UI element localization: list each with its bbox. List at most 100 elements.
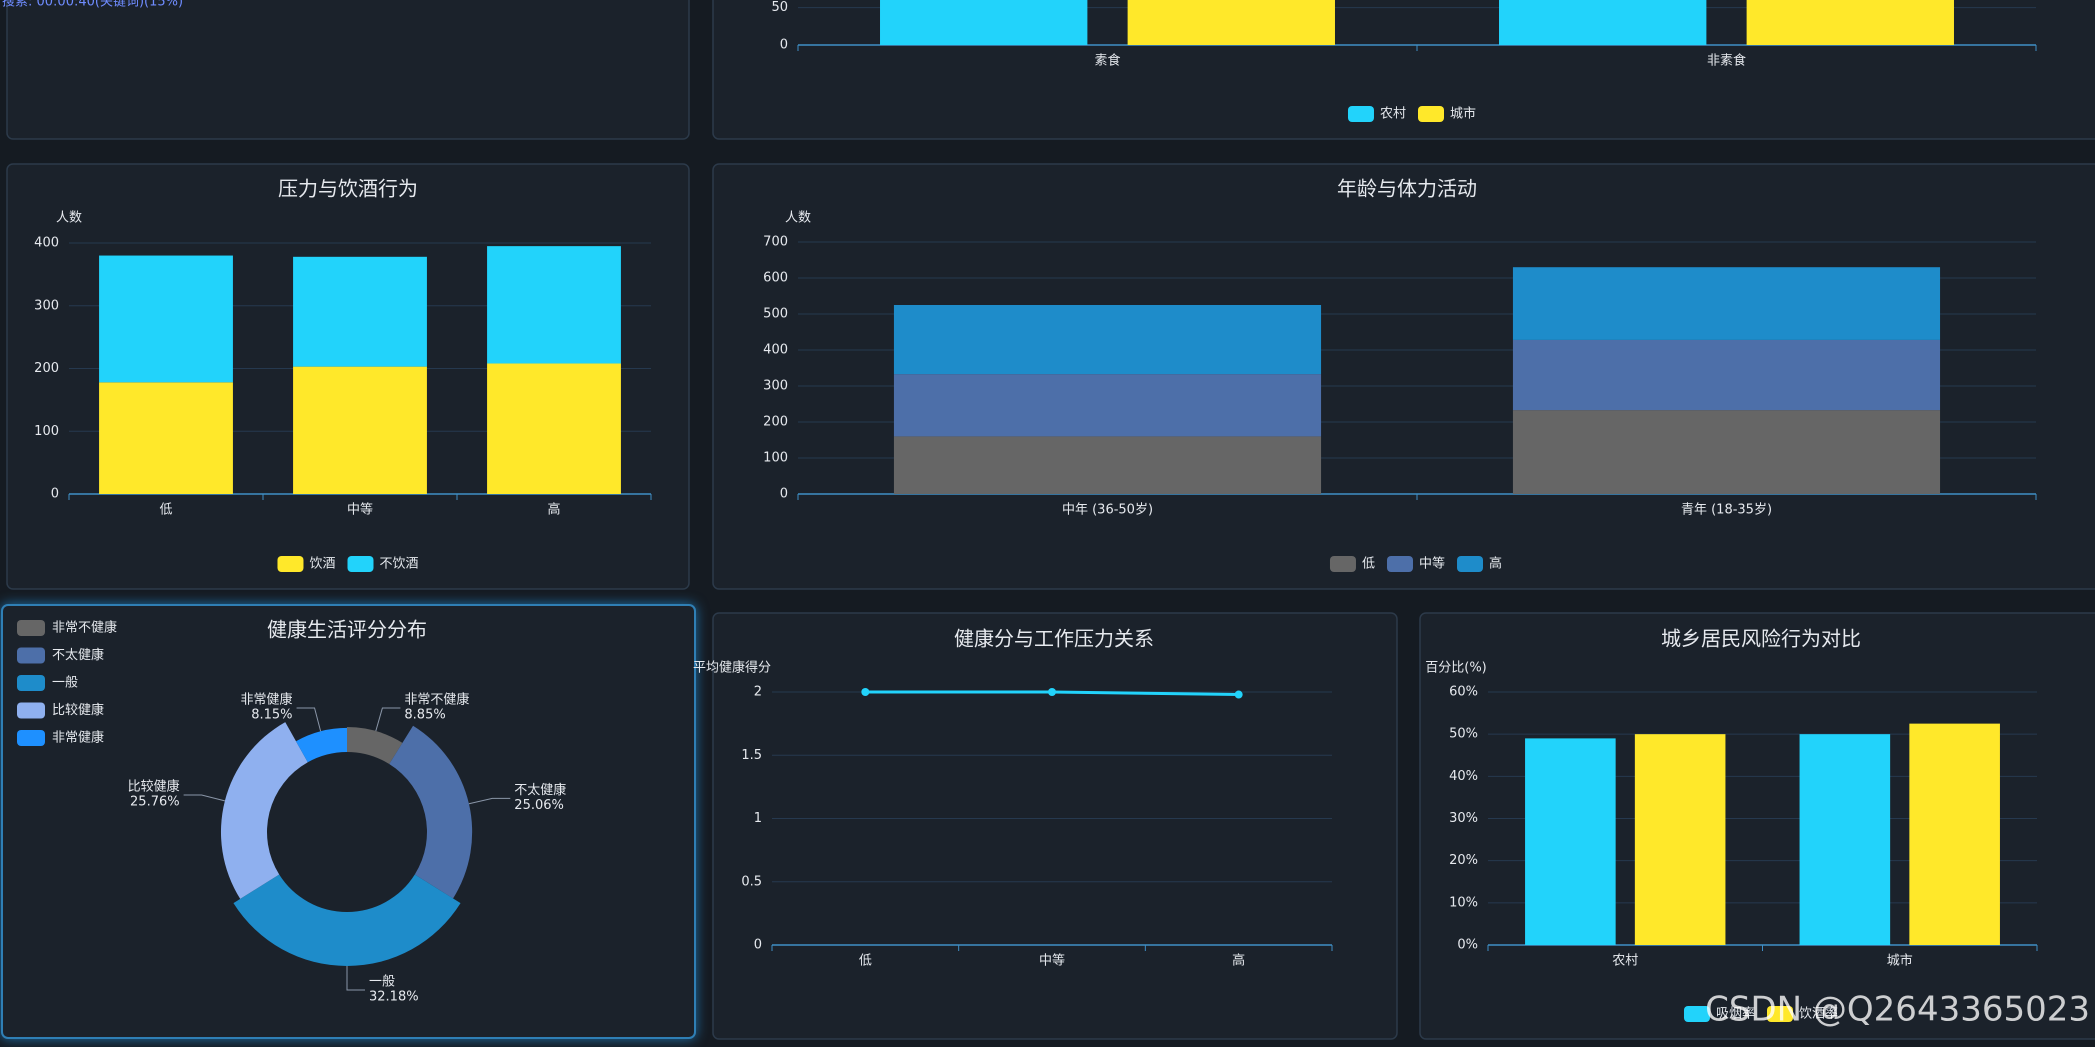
y-tick-label: 10% bbox=[1449, 895, 1478, 910]
slice-value: 32.18% bbox=[369, 990, 419, 1005]
leader-line bbox=[296, 707, 322, 732]
chart-title: 年龄与体力活动 bbox=[1337, 177, 1477, 201]
line-point bbox=[1234, 690, 1243, 699]
bar bbox=[1525, 738, 1616, 945]
bar-segment bbox=[1512, 267, 1941, 340]
status-text: 搜索: 00:00:40(关键词)(15%) bbox=[2, 0, 183, 10]
slice-value: 8.15% bbox=[251, 708, 292, 723]
bar-segment bbox=[893, 374, 1322, 437]
y-tick-label: 0 bbox=[754, 938, 762, 953]
pie-slice bbox=[220, 722, 308, 899]
legend-label: 农村 bbox=[1380, 107, 1406, 122]
legend-swatch bbox=[1329, 556, 1356, 572]
bar bbox=[1634, 734, 1726, 945]
pie-slice bbox=[233, 874, 461, 967]
x-tick-label: 高 bbox=[1232, 953, 1245, 969]
slice-label: 一般 bbox=[369, 974, 395, 990]
legend-label: 比较健康 bbox=[52, 702, 104, 718]
line-point bbox=[861, 688, 870, 696]
legend-swatch bbox=[1386, 556, 1413, 572]
x-tick-label: 素食 bbox=[1094, 53, 1120, 69]
y-tick-label: 700 bbox=[763, 235, 788, 250]
x-tick-label: 非素食 bbox=[1707, 53, 1746, 69]
bar bbox=[1909, 723, 2000, 945]
x-tick-label: 青年 (18-35岁) bbox=[1681, 503, 1772, 518]
y-tick-label: 0% bbox=[1457, 938, 1478, 953]
legend-label: 城市 bbox=[1450, 106, 1476, 122]
y-tick-label: 500 bbox=[763, 307, 788, 322]
legend-label: 饮酒 bbox=[309, 557, 335, 572]
legend-swatch bbox=[17, 620, 45, 636]
y-tick-label: 600 bbox=[763, 271, 788, 286]
legend-swatch bbox=[1683, 1006, 1710, 1022]
x-tick-label: 低 bbox=[159, 503, 172, 518]
bar-segment bbox=[99, 255, 233, 383]
x-tick-label: 中年 (36-50岁) bbox=[1062, 503, 1153, 518]
pie-slice bbox=[389, 725, 473, 899]
bar bbox=[880, 0, 1088, 45]
y-tick-label: 30% bbox=[1449, 811, 1478, 826]
chart-title: 健康分与工作压力关系 bbox=[954, 627, 1154, 651]
y-axis-title: 人数 bbox=[785, 211, 811, 226]
y-tick-label: 0 bbox=[780, 487, 788, 502]
bar-segment bbox=[293, 256, 427, 367]
bar-segment bbox=[293, 366, 427, 494]
slice-value: 8.85% bbox=[404, 707, 445, 722]
slice-value: 25.06% bbox=[514, 798, 564, 813]
panel bbox=[1, 604, 696, 1039]
x-tick-label: 中等 bbox=[1039, 953, 1065, 969]
y-tick-label: 300 bbox=[34, 298, 59, 313]
y-tick-label: 200 bbox=[763, 415, 788, 430]
legend-swatch bbox=[17, 730, 45, 746]
bar-segment bbox=[1512, 410, 1941, 494]
watermark: CSDN @Q2643365023 bbox=[1705, 990, 2090, 1030]
y-tick-label: 300 bbox=[763, 379, 788, 394]
y-tick-label: 50 bbox=[771, 0, 788, 15]
line-point bbox=[1048, 688, 1056, 696]
bar bbox=[1499, 0, 1707, 45]
legend-label: 不饮酒 bbox=[380, 557, 419, 572]
x-tick-label: 高 bbox=[547, 502, 560, 518]
x-tick-label: 城市 bbox=[1887, 953, 1913, 969]
slice-label: 非常不健康 bbox=[404, 691, 469, 707]
legend-swatch bbox=[1767, 1006, 1793, 1022]
panel bbox=[6, 0, 690, 140]
bar-segment bbox=[893, 305, 1322, 375]
pie-slice bbox=[295, 727, 347, 763]
leader-line bbox=[346, 966, 365, 991]
legend-swatch bbox=[17, 647, 45, 664]
y-axis-title: 平均健康得分 bbox=[693, 660, 771, 676]
y-tick-label: 50% bbox=[1449, 727, 1478, 742]
y-tick-label: 1 bbox=[754, 811, 762, 826]
legend-label: 中等 bbox=[1419, 556, 1445, 572]
slice-label: 不太健康 bbox=[514, 782, 566, 798]
leader-line bbox=[468, 797, 511, 805]
legend-swatch bbox=[1457, 556, 1484, 572]
x-tick-label: 中等 bbox=[347, 502, 373, 518]
legend-swatch bbox=[17, 702, 45, 719]
pie-slice bbox=[347, 726, 403, 765]
y-tick-label: 40% bbox=[1449, 769, 1478, 784]
legend-label: 不太健康 bbox=[52, 647, 104, 663]
legend-swatch bbox=[17, 675, 45, 691]
y-tick-label: 60% bbox=[1449, 685, 1478, 700]
legend-label: 吸烟率 bbox=[1716, 1006, 1755, 1022]
leader-line bbox=[183, 794, 226, 802]
y-tick-label: 100 bbox=[34, 424, 59, 439]
slice-label: 比较健康 bbox=[128, 778, 180, 794]
leader-line bbox=[375, 707, 401, 732]
x-tick-label: 低 bbox=[859, 954, 872, 969]
bar-segment bbox=[99, 382, 233, 494]
legend-swatch bbox=[277, 556, 304, 572]
bar-segment bbox=[487, 363, 621, 494]
y-tick-label: 400 bbox=[763, 343, 788, 358]
legend-swatch bbox=[1418, 106, 1444, 122]
y-tick-label: 2 bbox=[754, 685, 762, 700]
chart-title: 健康生活评分分布 bbox=[267, 618, 427, 642]
bar bbox=[1127, 0, 1335, 45]
panel bbox=[712, 612, 1398, 1040]
bar bbox=[1799, 734, 1891, 945]
